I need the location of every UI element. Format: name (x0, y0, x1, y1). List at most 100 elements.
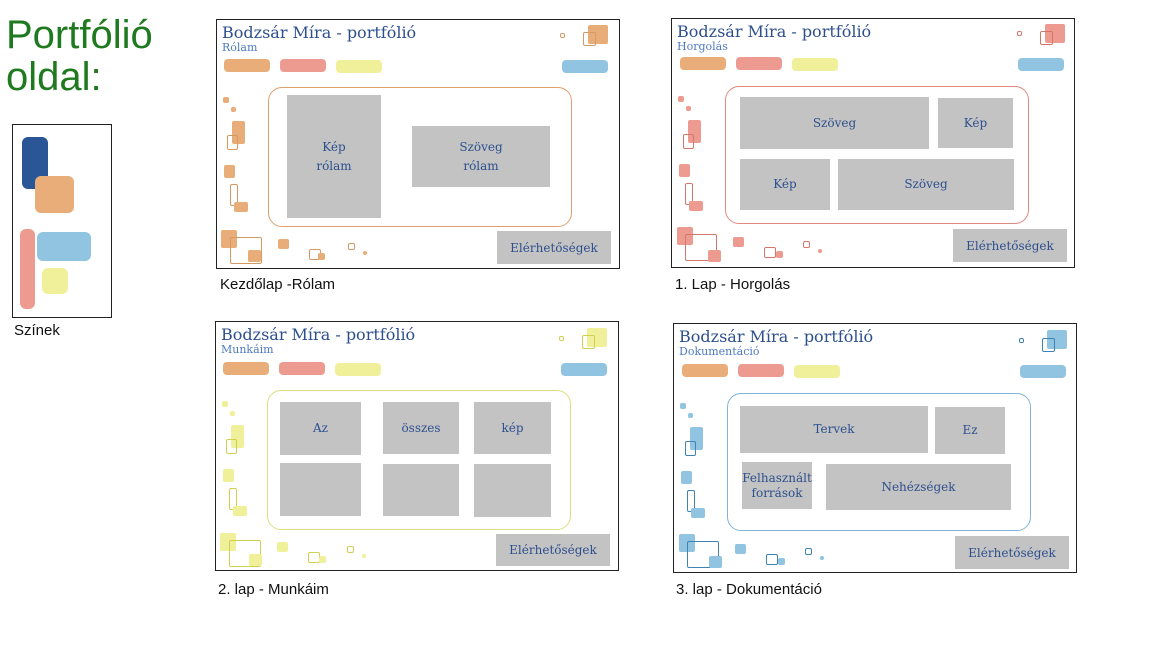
content-block: Szöveg (740, 97, 929, 149)
bottom-deco (766, 554, 778, 565)
bottom-deco (778, 558, 785, 565)
side-deco (227, 135, 238, 150)
bottom-deco (733, 237, 744, 247)
nav-pill-salmon (279, 362, 325, 375)
side-deco (230, 411, 235, 416)
swatch-orange (35, 176, 74, 213)
nav-pill-orange (682, 364, 728, 377)
page-title-line2: oldal: (6, 55, 102, 99)
site-title: Bodzsár Míra - portfólió (677, 22, 872, 41)
bottom-deco (708, 250, 721, 262)
contact-button[interactable]: Elérhetőségek (497, 231, 611, 264)
nav-pill-salmon (280, 59, 326, 72)
bottom-deco (220, 533, 236, 551)
bottom-deco (363, 251, 367, 255)
side-deco (226, 439, 237, 454)
nav-pill-blue (1018, 58, 1064, 71)
nav-pill-orange (223, 362, 269, 375)
bottom-deco (249, 554, 262, 566)
wireframe-caption: 3. lap - Dokumentáció (676, 581, 822, 598)
bottom-deco (735, 544, 746, 554)
colors-label: Színek (14, 322, 60, 339)
nav-pill-salmon (736, 57, 782, 70)
corner-deco (587, 328, 607, 347)
page-subtitle: Dokumentáció (679, 345, 760, 358)
content-block: összes (383, 402, 459, 454)
bottom-deco (362, 554, 366, 558)
side-deco (691, 508, 705, 518)
nav-pill-blue (562, 60, 608, 73)
corner-deco (560, 33, 565, 38)
bottom-deco (319, 556, 326, 563)
wireframe-caption: 2. lap - Munkáim (218, 581, 329, 598)
content-block: Felhasznált források (742, 462, 812, 509)
corner-deco (588, 25, 608, 44)
bottom-deco (348, 243, 355, 250)
page-subtitle: Munkáim (221, 343, 274, 356)
wireframe-rolam: Bodzsár Míra - portfólió Rólam Kép rólam … (216, 19, 620, 269)
side-deco (224, 165, 235, 178)
corner-deco (1017, 31, 1022, 36)
corner-deco (559, 336, 564, 341)
site-title: Bodzsár Míra - portfólió (221, 325, 416, 344)
content-area (268, 87, 572, 227)
bottom-deco (277, 542, 288, 552)
content-block: kép (474, 402, 551, 454)
side-deco (681, 471, 692, 484)
content-block: Kép rólam (287, 95, 381, 218)
wireframe-munkaim: Bodzsár Míra - portfólió Munkáim Az össz… (215, 321, 619, 571)
corner-deco (1047, 330, 1067, 349)
content-block: Tervek (740, 406, 928, 453)
bottom-deco (229, 540, 261, 567)
side-deco (223, 469, 234, 482)
nav-pill-blue (561, 363, 607, 376)
side-deco (685, 441, 696, 456)
side-deco (688, 413, 693, 418)
wireframe-caption: 1. Lap - Horgolás (675, 276, 791, 293)
content-block: Az (280, 402, 361, 455)
corner-deco (1019, 338, 1024, 343)
corner-deco (1042, 338, 1055, 352)
swatch-salmon (20, 229, 35, 309)
page-subtitle: Rólam (222, 41, 258, 54)
nav-pill-yellow (794, 365, 840, 378)
bottom-deco (685, 234, 717, 261)
bottom-deco (764, 247, 776, 258)
site-title: Bodzsár Míra - portfólió (222, 23, 417, 42)
side-deco (690, 427, 703, 450)
side-deco (683, 134, 694, 149)
side-deco (231, 425, 244, 448)
bottom-deco (687, 541, 719, 568)
content-area (727, 393, 1031, 531)
side-deco (223, 97, 229, 103)
nav-pill-yellow (335, 363, 381, 376)
content-block (383, 464, 459, 516)
nav-pill-yellow (792, 58, 838, 71)
page-title-line1: Portfólió (6, 13, 153, 57)
content-area (725, 86, 1029, 224)
nav-pill-salmon (738, 364, 784, 377)
contact-button[interactable]: Elérhetőségek (955, 536, 1069, 569)
contact-button[interactable]: Elérhetőségek (496, 534, 610, 566)
side-deco (231, 107, 236, 112)
nav-pill-orange (224, 59, 270, 72)
bottom-deco (803, 241, 810, 248)
bottom-deco (221, 230, 237, 248)
bottom-deco (318, 253, 325, 260)
content-block: Nehézségek (826, 464, 1011, 510)
color-swatch-panel (12, 124, 112, 318)
side-deco (678, 96, 684, 102)
corner-deco (1040, 31, 1053, 45)
side-deco (686, 106, 691, 111)
content-block: Kép (740, 159, 830, 210)
corner-deco (1045, 24, 1065, 43)
wireframe-horgolas: Bodzsár Míra - portfólió Horgolás Szöveg… (671, 18, 1075, 268)
contact-button[interactable]: Elérhetőségek (953, 229, 1067, 262)
page-title: Portfólió oldal: (6, 14, 153, 98)
side-deco (688, 120, 701, 143)
content-block (474, 464, 551, 517)
nav-pill-blue (1020, 365, 1066, 378)
content-block (280, 463, 361, 516)
site-title: Bodzsár Míra - portfólió (679, 327, 874, 346)
nav-pill-yellow (336, 60, 382, 73)
